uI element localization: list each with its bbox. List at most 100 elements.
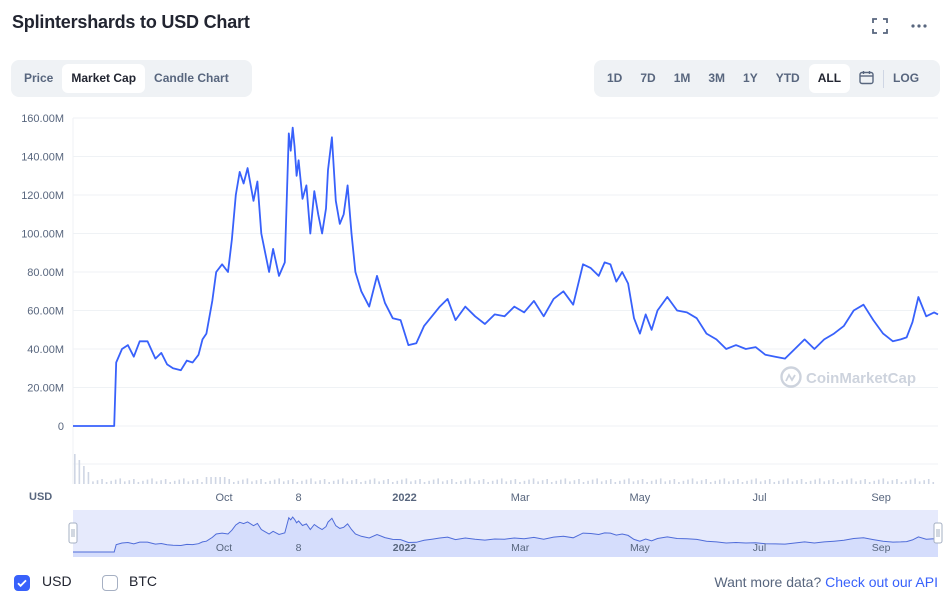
volume-bar [632, 481, 635, 484]
volume-bar [414, 480, 417, 484]
volume-bar [219, 477, 221, 484]
tab-candle-chart[interactable]: Candle Chart [154, 71, 229, 85]
volume-bar [569, 481, 571, 484]
volume-bar [768, 479, 771, 484]
volume-bar [927, 479, 930, 484]
calendar-icon[interactable] [850, 64, 883, 93]
volume-bar [401, 479, 403, 484]
volume-bar [173, 480, 176, 484]
volume-bar [441, 481, 444, 484]
volume-bar [355, 479, 358, 484]
volume-bar [382, 480, 385, 484]
volume-bar [827, 480, 830, 484]
y-tick-label: 0 [58, 421, 64, 433]
volume-bar [201, 482, 203, 484]
volume-bar [546, 479, 548, 484]
volume-bar [673, 479, 676, 484]
navigator-tick-label: Oct [216, 542, 232, 554]
volume-bar [478, 480, 480, 484]
volume-bar [264, 482, 267, 484]
volume-bar [469, 478, 471, 484]
volume-bar [396, 480, 399, 484]
volume-bar [882, 478, 885, 484]
volume-bar [914, 478, 916, 484]
volume-bar [773, 482, 776, 484]
volume-bar [196, 479, 199, 484]
range-ytd[interactable]: YTD [775, 71, 800, 85]
volume-bar [700, 480, 703, 484]
volume-bar [550, 482, 553, 484]
expand-icon-glyph [872, 18, 888, 34]
volume-bar [718, 479, 721, 484]
volume-bar [450, 479, 453, 484]
tab-market-cap[interactable]: Market Cap [62, 64, 146, 93]
volume-bar [896, 479, 898, 484]
range-7d[interactable]: 7D [640, 71, 656, 85]
volume-bar [560, 479, 562, 484]
volume-bar [341, 478, 344, 484]
x-tick-label: Oct [215, 492, 232, 504]
navigator-tick-label: Sep [872, 542, 891, 554]
volume-bar [609, 479, 612, 484]
volume-bar [83, 466, 85, 484]
volume-bar [782, 479, 785, 484]
volume-bar [210, 477, 212, 484]
calendar-icon-glyph [859, 71, 874, 85]
log-toggle[interactable]: LOG [893, 71, 920, 85]
volume-bar [696, 481, 698, 484]
volume-bar [74, 454, 76, 484]
volume-bar [360, 482, 362, 484]
volume-bar [537, 481, 539, 484]
navigator-handle-left[interactable] [68, 522, 78, 544]
range-1y[interactable]: 1Y [743, 71, 758, 85]
volume-bar [728, 481, 730, 484]
usd-checkbox[interactable] [14, 575, 30, 591]
volume-bar [877, 479, 880, 484]
watermark-logo-mark [785, 373, 796, 382]
volume-bar [837, 482, 839, 484]
y-tick-label: 140.00M [21, 152, 64, 164]
navigator-tick-label: Jul [753, 542, 766, 554]
volume-bar [500, 478, 503, 484]
range-all[interactable]: ALL [808, 64, 851, 93]
volume-bar [791, 481, 794, 484]
btc-checkbox[interactable] [102, 575, 118, 591]
volume-bar [337, 479, 340, 484]
volume-bar [614, 482, 617, 484]
volume-bar [346, 481, 349, 484]
range-1d[interactable]: 1D [607, 71, 623, 85]
volume-bar [301, 480, 303, 484]
volume-bar [96, 480, 99, 484]
ellipsis-icon[interactable] [908, 18, 930, 40]
range-3m[interactable]: 3M [708, 71, 726, 85]
y-tick-label: 120.00M [21, 190, 64, 202]
volume-bar [232, 482, 235, 484]
volume-bar [505, 481, 508, 484]
volume-bar [682, 480, 685, 484]
expand-icon[interactable] [869, 18, 891, 40]
navigator-area [73, 517, 938, 557]
volume-bar [750, 479, 753, 484]
volume-bar [387, 479, 390, 484]
volume-bar [137, 482, 140, 484]
volume-bar [596, 478, 598, 484]
volume-bar [119, 478, 122, 484]
navigator-handle-right[interactable] [933, 522, 943, 544]
tab-price[interactable]: Price [24, 71, 54, 85]
volume-bar [192, 480, 194, 484]
volume-bar [900, 482, 903, 484]
volume-bar [855, 481, 857, 484]
y-tick-label: 40.00M [27, 344, 64, 356]
range-1m[interactable]: 1M [673, 71, 691, 85]
volume-bar [678, 482, 680, 484]
volume-bar [314, 481, 317, 484]
volume-bar [787, 478, 789, 484]
volume-bar [373, 478, 376, 484]
y-tick-label: 80.00M [27, 267, 64, 279]
volume-bar [637, 480, 639, 484]
volume-bar [578, 479, 580, 484]
volume-bar [587, 480, 589, 484]
api-link[interactable]: Check out our API [825, 574, 938, 590]
navigator-tick-label: Mar [511, 542, 530, 554]
